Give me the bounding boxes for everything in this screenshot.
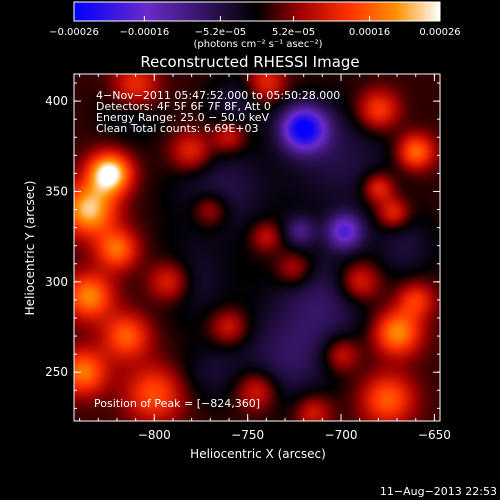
colorbar-tick-label: 5.2e−05 — [272, 27, 315, 38]
colorbar — [73, 1, 441, 22]
detectors-annotation: Detectors: 4F 5F 6F 7F 8F, Att 0 — [96, 100, 271, 113]
counts-annotation: Clean Total counts: 6.69E+03 — [96, 122, 259, 135]
peak-position-annotation: Position of Peak = [−824,360] — [94, 397, 260, 410]
colorbar-tick-label: −0.00016 — [120, 27, 170, 38]
y-tick-label: 400 — [45, 94, 68, 108]
colorbar-tick-label: −0.00026 — [49, 27, 99, 38]
y-tick-label: 350 — [45, 184, 68, 198]
x-tick-label: −800 — [138, 428, 171, 442]
colorbar-units: (photons cm⁻² s⁻¹ asec⁻²) — [193, 39, 322, 50]
colorbar-ticks: −0.00026 −0.00016 −5.2e−05 5.2e−05 0.00016 0.… — [49, 16, 461, 38]
chart-title: Reconstructed RHESSI Image — [140, 53, 359, 71]
x-tick-label: −750 — [231, 428, 264, 442]
x-axis-label: Heliocentric X (arcsec) — [190, 447, 326, 461]
colorbar-tick-label: 0.00016 — [349, 27, 390, 38]
x-tick-label: −650 — [418, 428, 451, 442]
colorbar-tick-label: 0.00026 — [419, 27, 460, 38]
y-axis-label: Heliocentric Y (arcsec) — [23, 181, 37, 316]
y-tick-label: 300 — [45, 275, 68, 289]
y-tick-label: 250 — [45, 365, 68, 379]
energy-range-annotation: Energy Range: 25.0 − 50.0 keV — [96, 111, 270, 124]
footer-date: 11−Aug−2013 22:53 — [380, 485, 497, 498]
x-tick-label: −700 — [325, 428, 358, 442]
time-range-annotation: 4−Nov−2011 05:47:52.000 to 05:50:28.000 — [96, 89, 340, 102]
heatmap-image — [74, 74, 440, 421]
axis-ticks: −800 −750 −700 −650 250 300 350 400 — [45, 74, 451, 442]
colorbar-tick-label: −5.2e−05 — [195, 27, 247, 38]
plot-frame — [73, 73, 441, 422]
